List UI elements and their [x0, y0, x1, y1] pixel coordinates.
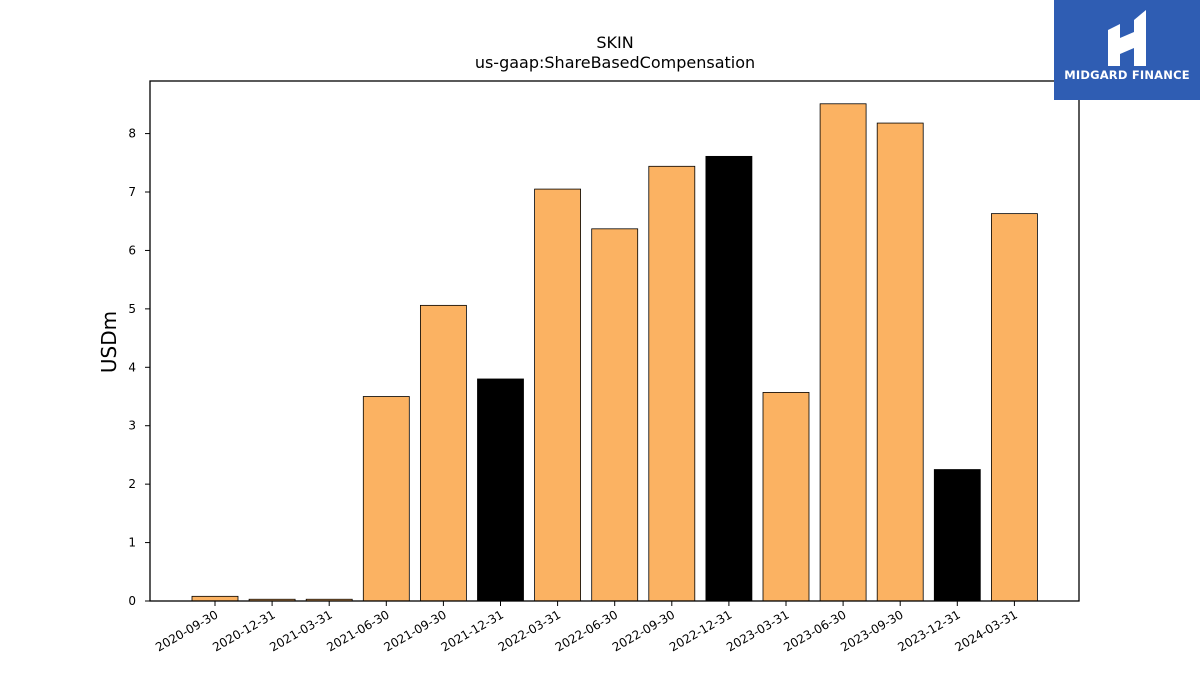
x-tick-label: 2021-09-30	[381, 607, 448, 654]
bars-group	[191, 103, 1038, 602]
x-tick-label: 2022-12-31	[667, 607, 734, 654]
x-tick-label: 2022-09-30	[610, 607, 677, 654]
x-tick-label: 2021-06-30	[324, 607, 391, 654]
logo-text: MIDGARD FINANCE	[1064, 68, 1190, 82]
y-tick-label: 2	[128, 477, 136, 491]
bar-2023-09-30	[876, 122, 924, 602]
y-tick-label: 1	[128, 536, 136, 550]
bar-2022-09-30	[648, 165, 696, 602]
x-tick-label: 2020-12-31	[210, 607, 277, 654]
x-tick-label: 2023-06-30	[781, 607, 848, 654]
bar-2023-06-30	[819, 103, 867, 602]
y-tick-label: 5	[128, 302, 136, 316]
y-tick-label: 3	[128, 419, 136, 433]
y-tick-label: 0	[128, 594, 136, 608]
bar-2020-09-30	[191, 595, 239, 602]
x-tick-label: 2023-03-31	[724, 607, 791, 654]
plot-frame	[149, 80, 1080, 602]
y-axis-label: USDm	[97, 311, 121, 373]
x-ticks-group: 2020-09-302020-12-312021-03-312021-06-30…	[153, 601, 1020, 654]
bar-2021-06-30	[362, 396, 410, 602]
bar-2022-03-31	[534, 188, 581, 602]
x-tick-label: 2023-09-30	[838, 607, 905, 654]
chart-subtitle: us-gaap:ShareBasedCompensation	[475, 53, 755, 72]
x-tick-label: 2023-12-31	[895, 607, 962, 654]
x-tick-label: 2024-03-31	[952, 607, 1019, 654]
bar-2021-12-31	[477, 378, 524, 602]
x-tick-label: 2020-09-30	[153, 607, 220, 654]
y-tick-label: 4	[128, 360, 136, 374]
x-tick-label: 2021-12-31	[439, 607, 506, 654]
bar-2024-03-31	[991, 213, 1038, 602]
logo-mark-icon	[1108, 10, 1146, 66]
y-tick-label: 8	[128, 127, 136, 141]
chart-title: SKIN	[596, 33, 633, 52]
x-tick-label: 2022-06-30	[553, 607, 620, 654]
bar-2022-06-30	[591, 228, 639, 602]
bar-2021-09-30	[419, 304, 467, 602]
bar-2023-12-31	[933, 469, 981, 602]
y-tick-label: 6	[128, 243, 136, 257]
y-ticks-group: 0 1 2 3 4 5 6 7 8	[128, 127, 150, 608]
x-tick-label: 2022-03-31	[496, 607, 563, 654]
x-tick-label: 2021-03-31	[267, 607, 334, 654]
midgard-finance-logo: MIDGARD FINANCE	[1054, 0, 1200, 100]
y-tick-label: 7	[128, 185, 136, 199]
bar-2023-03-31	[762, 392, 810, 602]
bar-2022-12-31	[705, 155, 753, 602]
